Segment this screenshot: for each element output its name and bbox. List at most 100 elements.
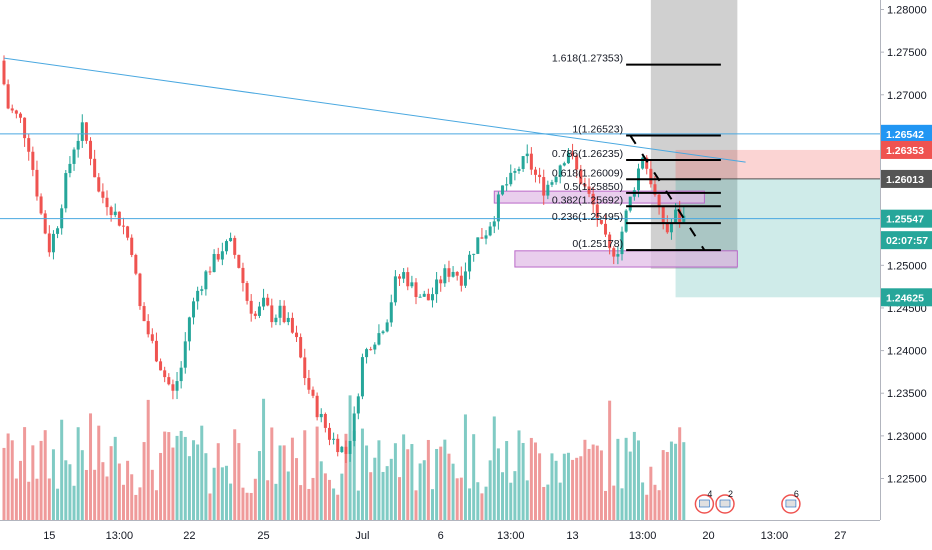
drawing-layer [493, 0, 880, 298]
candle-body [575, 155, 579, 170]
candle-body [406, 272, 410, 287]
price-tick-label: 1.22500 [887, 474, 927, 486]
candle-body [595, 204, 599, 221]
candle-body [237, 254, 241, 268]
volume-bar [463, 414, 467, 520]
volume-bar [360, 428, 364, 520]
candle-body [47, 233, 51, 253]
candle-body [323, 413, 327, 428]
volume-bar [443, 439, 447, 520]
candle-body [196, 290, 200, 302]
volume-bar [14, 478, 18, 520]
candle-body [657, 194, 661, 207]
candle-body [200, 289, 204, 291]
volume-bar [245, 492, 249, 520]
position-target-zone[interactable] [675, 178, 880, 298]
candle-body [299, 337, 303, 358]
volume-bar [595, 445, 599, 520]
candle-body [241, 267, 245, 284]
candle-body [233, 237, 237, 255]
volume-bar [253, 478, 257, 520]
position-stop-zone[interactable] [675, 149, 880, 179]
candle-body [566, 152, 570, 164]
volume-bar [340, 473, 344, 520]
candle-body [167, 377, 171, 385]
candle-body [290, 317, 294, 333]
candle-body [381, 331, 385, 334]
candle-body [418, 296, 422, 298]
price-tick-label: 1.23000 [887, 431, 927, 443]
volume-bar [468, 488, 472, 520]
candle-body [18, 113, 22, 118]
candle-body [377, 333, 381, 345]
candle-body [422, 293, 426, 297]
volume-bar [216, 443, 220, 520]
candle-body [550, 182, 554, 185]
candle-body [216, 254, 220, 260]
volume-bar [146, 399, 150, 520]
volume-bar [51, 449, 55, 520]
candle-body [113, 211, 117, 216]
candle-body [645, 157, 649, 169]
demand-zone[interactable] [514, 250, 738, 268]
candle-body [192, 301, 196, 318]
volume-bar [426, 439, 430, 520]
candle-body [23, 117, 27, 139]
volume-bar [311, 477, 315, 520]
volume-bar [336, 494, 340, 520]
volume-bar [439, 446, 443, 520]
candle-body [295, 332, 299, 338]
price-badge-label: 1.26013 [886, 174, 924, 186]
candle-body [579, 169, 583, 184]
volume-bar [628, 451, 632, 520]
candle-body [468, 254, 472, 272]
candle-body [591, 193, 595, 205]
fibonacci-retracement[interactable]: 1.618(1.27353) 1(1.26523) 0.786(1.26235) 0.… [552, 53, 721, 252]
time-axis: 15 13:00 22 25 Jul 6 13:00 13 13:00 20 13:00 27 [0, 520, 880, 550]
volume-bar [332, 488, 336, 520]
candle-body [336, 438, 340, 453]
volume-bar [286, 471, 290, 520]
candle-body [105, 197, 109, 208]
candle-body [562, 163, 566, 166]
time-tick-label: 13 [566, 530, 578, 542]
volume-bar [542, 486, 546, 520]
fib-level-label: 0(1.25178) [572, 238, 623, 250]
candle-body [455, 271, 459, 276]
time-tick-label: 13:00 [761, 530, 789, 542]
trend-line[interactable] [3, 57, 746, 163]
candle-body [51, 233, 55, 253]
time-tick-label: 27 [834, 530, 846, 542]
candle-body [410, 282, 414, 287]
volume-bar [105, 476, 109, 520]
candle-body [150, 334, 154, 341]
candle-body [183, 341, 187, 368]
volume-bar [60, 419, 64, 520]
candle-body [608, 234, 612, 249]
volume-bar [513, 471, 517, 520]
fib-level-label: 0.5(1.25850) [564, 181, 624, 193]
volume-bar [558, 482, 562, 520]
candle-body [546, 184, 550, 196]
supply-zone[interactable] [493, 190, 705, 204]
volume-bar [183, 436, 187, 520]
time-tick-label: 20 [702, 530, 714, 542]
volume-bar [39, 440, 43, 520]
event-count: 6 [794, 489, 799, 499]
candle-body [542, 177, 546, 196]
candle-body [278, 305, 282, 318]
volume-bar [84, 469, 88, 520]
volume-bar [208, 493, 212, 520]
volume-bar [599, 450, 603, 520]
economic-events[interactable]: 4 2 6 [694, 489, 801, 514]
candle-body [533, 169, 537, 175]
price-badge [881, 140, 932, 159]
candle-body [439, 279, 443, 284]
volume-bar [56, 488, 60, 520]
candle-body [340, 446, 344, 453]
candle-body [142, 306, 146, 322]
candle-body [175, 381, 179, 391]
candle-body [492, 221, 496, 227]
candle-body [571, 152, 575, 156]
